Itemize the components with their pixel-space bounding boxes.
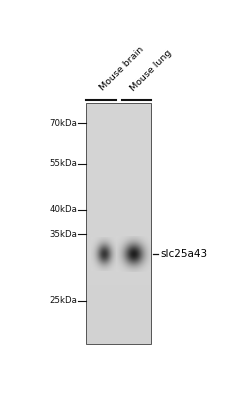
Text: slc25a43: slc25a43 (160, 249, 207, 259)
Bar (86, 104, 151, 344)
Text: 40kDa: 40kDa (49, 205, 78, 214)
Text: Mouse brain: Mouse brain (98, 45, 146, 93)
Text: Mouse lung: Mouse lung (129, 48, 174, 93)
Text: 70kDa: 70kDa (49, 119, 78, 128)
Text: 55kDa: 55kDa (49, 159, 78, 168)
Text: 25kDa: 25kDa (49, 296, 78, 305)
Text: 35kDa: 35kDa (49, 230, 78, 239)
